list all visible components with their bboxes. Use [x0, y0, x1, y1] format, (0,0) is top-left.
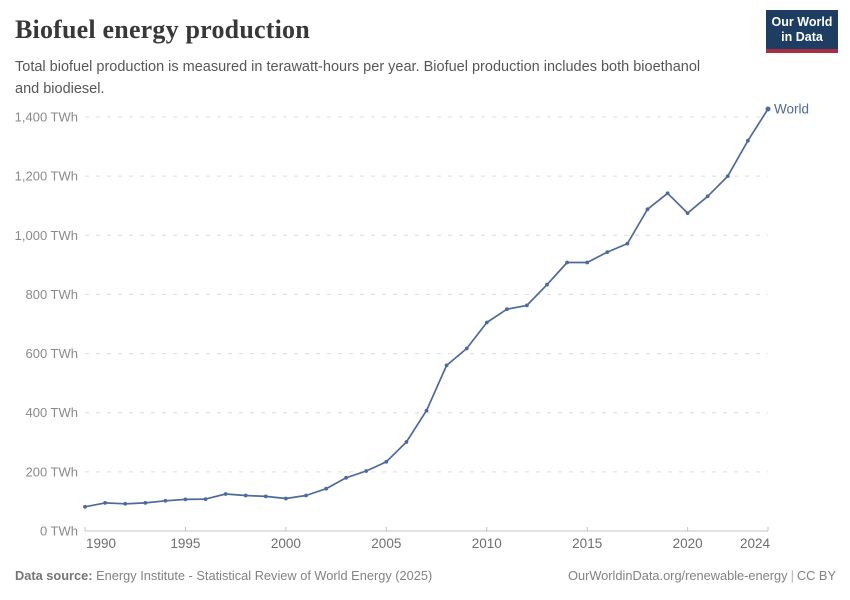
data-point — [525, 303, 529, 308]
attribution: OurWorldinData.org/renewable-energy | CC B… — [568, 568, 836, 583]
data-source-note: Data source: Energy Institute - Statisti… — [15, 568, 432, 583]
data-point — [746, 138, 750, 143]
data-point — [605, 250, 610, 255]
biofuel-line-chart[interactable]: 0 TWh 200 TWh 400 TWh 600 TWh 800 TWh 1,000 T… — [0, 95, 850, 555]
y-axis-label: 0 TWh — [40, 524, 78, 539]
data-source-text: Energy Institute - Statistical Review of… — [92, 568, 433, 583]
chart-subtitle-line1: Total biofuel production is measured in … — [15, 59, 701, 75]
x-axis-label: 1990 — [86, 536, 116, 551]
x-axis-label: 2020 — [673, 536, 703, 551]
x-axis-label: 2010 — [472, 536, 502, 551]
x-axis-label: 1995 — [170, 536, 200, 551]
data-point — [444, 363, 449, 368]
data-point — [625, 241, 630, 246]
data-point — [384, 459, 389, 464]
chart-footer: Data source: Energy Institute - Statisti… — [15, 568, 836, 583]
data-point — [83, 504, 87, 509]
data-point — [685, 211, 690, 215]
y-axis-label: 600 TWh — [25, 346, 78, 361]
chart-header: Biofuel energy production Total biofuel … — [15, 15, 750, 100]
data-point — [484, 320, 489, 325]
y-axis-label: 200 TWh — [25, 464, 78, 479]
y-axis-label: 1,400 TWh — [15, 110, 78, 125]
owid-url-link[interactable]: OurWorldinData.org/renewable-energy — [568, 568, 788, 583]
data-point — [183, 497, 188, 502]
data-point — [705, 194, 710, 199]
data-point — [765, 106, 771, 112]
chart-title: Biofuel energy production — [15, 15, 310, 44]
x-axis-label: 2005 — [371, 536, 401, 551]
data-point — [284, 496, 288, 501]
license-label: CC BY — [796, 568, 836, 583]
data-point — [364, 469, 369, 473]
chart-area: 0 TWh 200 TWh 400 TWh 600 TWh 800 TWh 1,000 T… — [0, 95, 850, 555]
owid-logo-line2: in Data — [781, 30, 823, 44]
data-point — [725, 174, 730, 178]
data-point — [585, 260, 590, 265]
data-point — [263, 494, 268, 499]
data-point — [464, 346, 469, 351]
data-point — [344, 475, 348, 480]
attribution-separator: | — [790, 568, 794, 583]
owid-logo[interactable]: Our World in Data — [766, 10, 838, 53]
chart-subtitle-line2: and biodiesel. — [15, 81, 105, 97]
data-point — [304, 493, 308, 498]
data-point — [424, 408, 429, 413]
data-point — [123, 501, 128, 506]
x-axis-label: 2015 — [572, 536, 602, 551]
series-line-world — [84, 108, 769, 508]
x-axis-label: 2000 — [271, 536, 301, 551]
y-axis-label: 400 TWh — [25, 405, 78, 420]
data-point — [545, 282, 549, 287]
y-axis-label: 1,200 TWh — [15, 169, 78, 184]
series-label-world: World — [774, 102, 809, 117]
owid-logo-line1: Our World — [771, 15, 833, 29]
x-axis-label: 2024 — [740, 536, 771, 551]
y-axis-label: 800 TWh — [25, 287, 78, 302]
data-point — [223, 492, 228, 496]
data-point — [163, 498, 168, 503]
data-point — [645, 207, 650, 212]
data-point — [505, 307, 509, 312]
data-point — [203, 497, 208, 501]
data-point — [143, 501, 148, 505]
data-point — [665, 191, 670, 196]
data-point — [565, 260, 569, 265]
data-source-label: Data source: — [15, 568, 93, 583]
data-point — [243, 493, 248, 498]
data-point — [324, 486, 328, 491]
data-point — [404, 440, 409, 444]
data-point — [103, 501, 107, 505]
chart-subtitle: Total biofuel production is measured in … — [15, 56, 750, 100]
y-axis-label: 1,000 TWh — [15, 228, 78, 243]
